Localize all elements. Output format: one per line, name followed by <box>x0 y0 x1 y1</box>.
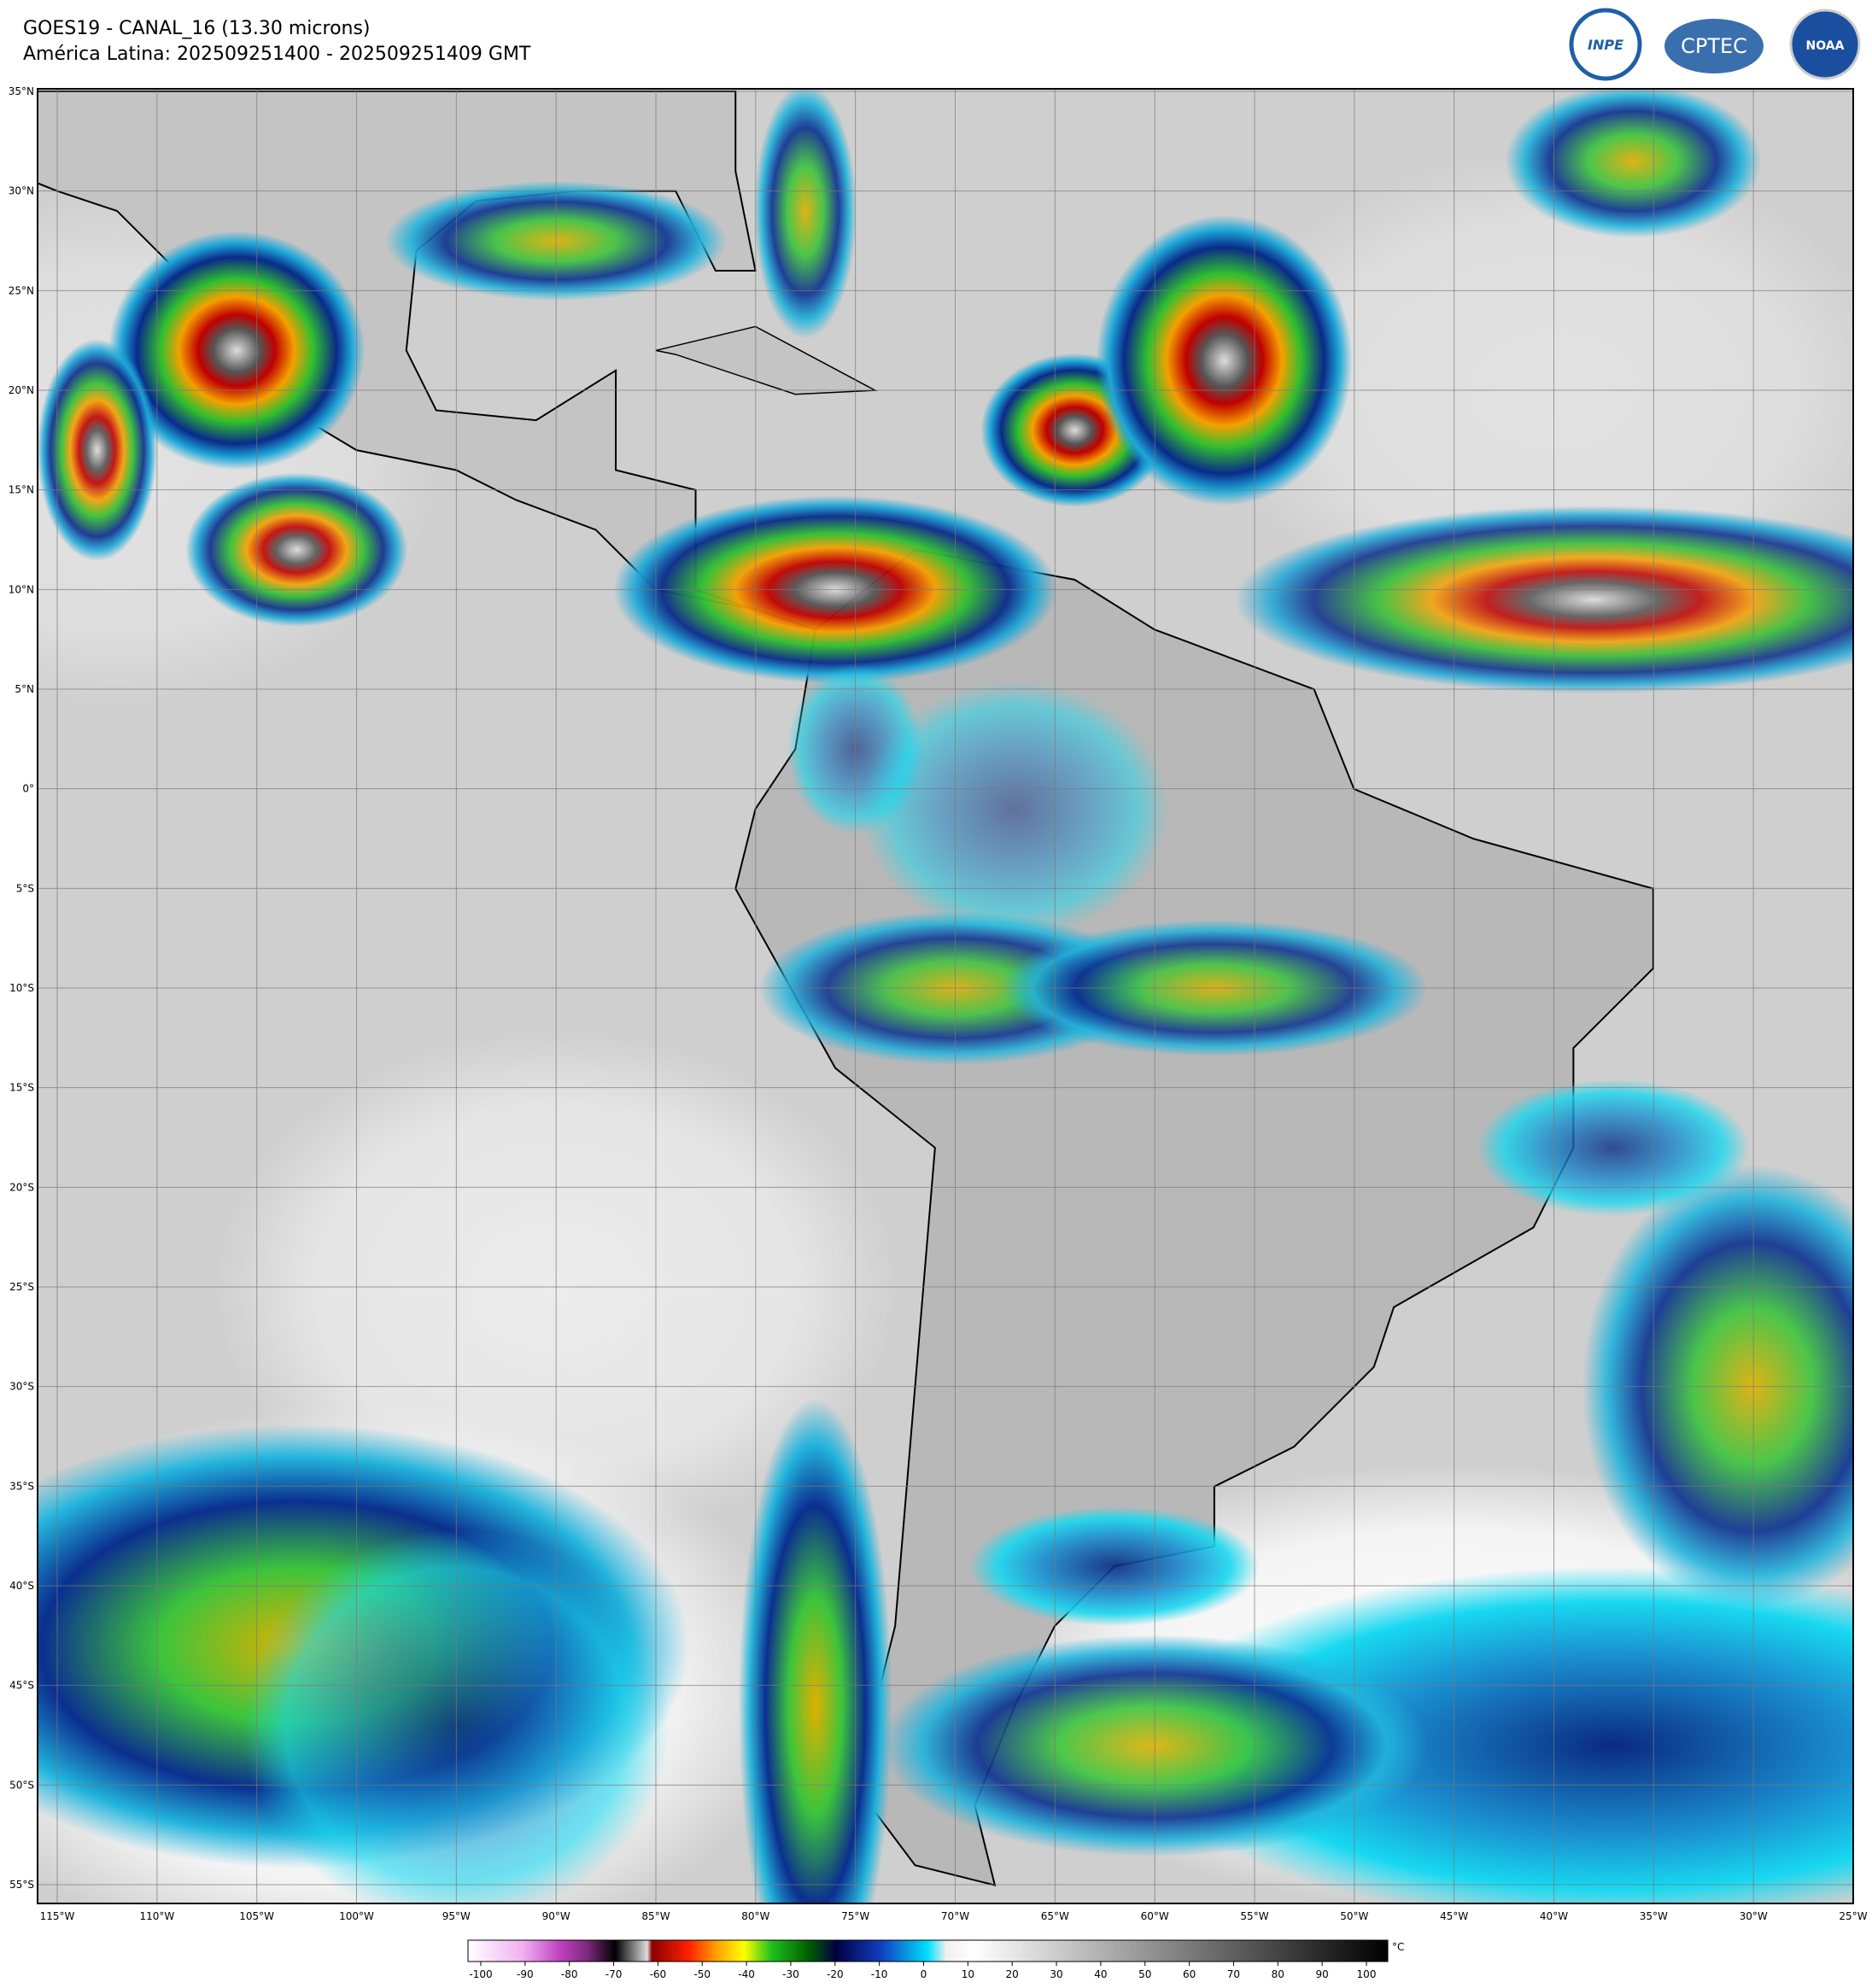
colorbar-tick-label: -20 <box>827 1968 844 1980</box>
lat-label: 45°S <box>9 1680 34 1692</box>
lon-label: 50°W <box>1340 1910 1368 1922</box>
colorbar-tick-label: 10 <box>962 1968 974 1980</box>
cloud <box>738 1398 892 1903</box>
cloud <box>1234 506 1853 694</box>
colorbar-tick-label: 100 <box>1357 1968 1377 1980</box>
lon-label: 115°W <box>40 1910 75 1922</box>
cloud <box>185 472 408 627</box>
lon-label: 110°W <box>139 1910 174 1922</box>
lat-label: 10°N <box>9 583 34 595</box>
lon-label: 55°W <box>1240 1910 1268 1922</box>
cloud <box>861 681 1169 938</box>
lat-label: 35°N <box>9 85 34 97</box>
lat-label: 15°N <box>9 484 34 496</box>
lat-label: 0° <box>22 783 34 795</box>
colorbar-tick-label: 70 <box>1227 1968 1240 1980</box>
colorbar-tick-label: 20 <box>1006 1968 1019 1980</box>
lon-label: 100°W <box>339 1910 374 1922</box>
cloud <box>1477 1079 1751 1217</box>
colorbar-tick-label: 0 <box>921 1968 927 1980</box>
lat-label: 15°S <box>9 1082 34 1094</box>
lon-label: 60°W <box>1141 1910 1169 1922</box>
colorbar-tick-label: -100 <box>469 1968 492 1980</box>
colorbar-tick-label: -90 <box>517 1968 534 1980</box>
cloud <box>754 89 857 339</box>
lat-label: 20°S <box>9 1181 34 1193</box>
logo-inpe <box>1569 8 1642 81</box>
lon-label: 40°W <box>1540 1910 1568 1922</box>
lon-label: 95°W <box>442 1910 471 1922</box>
lat-label: 30°N <box>9 185 34 197</box>
title: GOES19 - CANAL_16 (13.30 microns) <box>23 18 371 39</box>
colorbar-tick-label: -40 <box>738 1968 755 1980</box>
logo-noaa-text: NOAA <box>1806 39 1845 53</box>
colorbar <box>467 1939 1389 1962</box>
colorbar-tick-label: -30 <box>782 1968 799 1980</box>
lon-label: 105°W <box>239 1910 274 1922</box>
lon-label: 70°W <box>941 1910 969 1922</box>
lat-label: 50°S <box>9 1779 34 1791</box>
lat-label: 30°S <box>9 1381 34 1393</box>
cloud <box>1505 89 1762 238</box>
colorbar-tick-label: 80 <box>1272 1968 1284 1980</box>
colorbar-tick-label: -70 <box>605 1968 623 1980</box>
colorbar-tick-label: -10 <box>871 1968 888 1980</box>
lon-label: 65°W <box>1041 1910 1069 1922</box>
lat-label: 25°N <box>9 284 34 296</box>
logo-inpe-text: INPE <box>1588 37 1623 53</box>
cloud <box>38 339 157 562</box>
colorbar-unit: °C <box>1392 1941 1404 1953</box>
lon-label: 25°W <box>1839 1910 1867 1922</box>
colorbar-tick-label: 60 <box>1183 1968 1196 1980</box>
lat-label: 5°S <box>16 882 34 894</box>
lat-label: 55°S <box>9 1879 34 1891</box>
lon-label: 75°W <box>841 1910 869 1922</box>
lon-label: 90°W <box>542 1910 570 1922</box>
satellite-image <box>38 89 1853 1903</box>
lon-label: 85°W <box>641 1910 670 1922</box>
lat-label: 5°N <box>15 683 34 695</box>
colorbar-tick-label: 30 <box>1050 1968 1062 1980</box>
lon-label: 80°W <box>741 1910 769 1922</box>
lat-label: 25°S <box>9 1281 34 1293</box>
colorbar-tick-label: 50 <box>1138 1968 1151 1980</box>
colorbar-tick-label: -60 <box>650 1968 667 1980</box>
land <box>655 325 878 395</box>
logos: INPE CPTEC NOAA <box>1569 8 1861 81</box>
lon-label: 35°W <box>1640 1910 1668 1922</box>
subtitle: América Latina: 202509251400 - 202509251… <box>23 44 531 65</box>
colorbar-tick-label: -50 <box>693 1968 711 1980</box>
lon-label: 45°W <box>1440 1910 1468 1922</box>
logo-cptec-text: CPTEC <box>1681 34 1747 58</box>
colorbar-tick-label: -80 <box>561 1968 578 1980</box>
cloud <box>1096 215 1353 506</box>
cloud <box>969 1506 1261 1627</box>
logo-noaa <box>1789 9 1861 80</box>
lat-label: 10°S <box>9 982 34 994</box>
map-frame <box>37 88 1854 1904</box>
colorbar-tick-label: 90 <box>1316 1968 1329 1980</box>
lat-label: 35°S <box>9 1480 34 1492</box>
lat-label: 40°S <box>9 1580 34 1592</box>
colorbar-tick-label: 40 <box>1094 1968 1107 1980</box>
lat-label: 20°N <box>9 384 34 396</box>
logo-cptec <box>1664 19 1764 73</box>
lon-label: 30°W <box>1740 1910 1768 1922</box>
